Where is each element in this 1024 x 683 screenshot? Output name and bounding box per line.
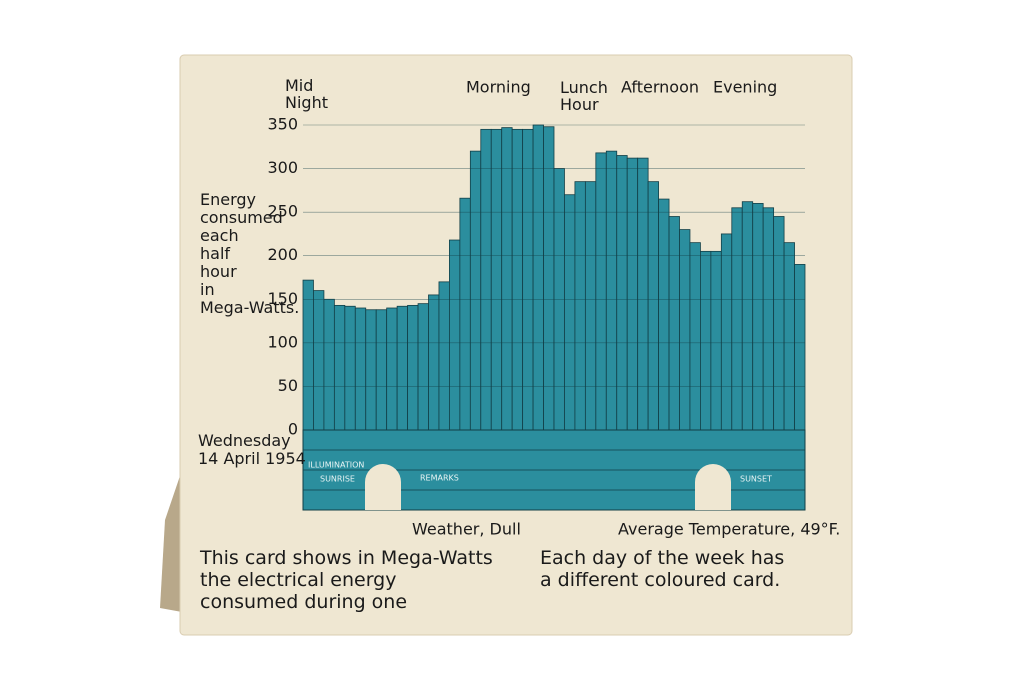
- bar: [794, 264, 806, 431]
- y-axis-label: Energy consumed each half hour in Mega-Watts.: [200, 190, 299, 317]
- bar: [365, 309, 377, 431]
- bar: [396, 305, 408, 431]
- annotation: Mid Night: [285, 76, 328, 112]
- annotation: Lunch Hour: [560, 78, 608, 114]
- strip-label: ILLUMINATION: [308, 461, 364, 470]
- y-tick-label: 300: [267, 158, 298, 177]
- bar: [438, 281, 450, 431]
- temperature: Average Temperature, 49°F.: [618, 520, 840, 539]
- bar: [773, 216, 785, 431]
- bar: [700, 250, 712, 431]
- y-tick-label: 150: [267, 289, 298, 308]
- bar: [449, 239, 461, 431]
- bar: [752, 203, 764, 431]
- y-tick-label: 0: [288, 420, 298, 439]
- strip-label: SUNSET: [740, 475, 772, 484]
- bar: [386, 307, 398, 431]
- bar: [333, 304, 346, 431]
- bar: [469, 150, 482, 431]
- bar: [522, 128, 534, 431]
- bar: [417, 303, 429, 431]
- y-tick-label: 200: [267, 245, 298, 264]
- bar: [584, 181, 597, 431]
- bar: [501, 127, 513, 431]
- bar: [731, 207, 743, 431]
- bar: [302, 279, 314, 431]
- bar: [354, 307, 367, 431]
- y-tick-label: 100: [267, 332, 298, 351]
- y-label: Energy consumed each half hour in Mega-Watts.: [200, 190, 299, 317]
- annotation: Morning: [466, 78, 531, 97]
- bar: [428, 294, 440, 431]
- bar: [637, 157, 649, 431]
- y-tick-label: 250: [267, 202, 298, 221]
- strip-label: REMARKS: [420, 474, 459, 483]
- weather: Weather, Dull: [412, 520, 521, 539]
- bar: [647, 181, 659, 431]
- bar: [574, 181, 586, 431]
- bar: [543, 126, 555, 431]
- bar: [710, 250, 722, 431]
- bar: [511, 128, 524, 431]
- bar: [658, 198, 670, 431]
- caption-right: Each day of the week has a different colo…: [540, 547, 784, 591]
- bar: [323, 298, 335, 431]
- bar: [689, 242, 701, 431]
- bar: [762, 207, 775, 431]
- bar: [595, 152, 607, 431]
- caption-left: This card shows in Mega-Watts the electri…: [199, 547, 493, 613]
- bar: [532, 124, 544, 431]
- bar: [490, 128, 503, 431]
- card-fold: [160, 470, 182, 612]
- y-tick-label: 350: [267, 115, 298, 134]
- bar: [616, 155, 628, 431]
- bar: [741, 201, 754, 431]
- annotation: Evening: [713, 78, 777, 97]
- date: Wednesday 14 April 1954: [198, 431, 306, 468]
- bar: [407, 304, 419, 431]
- notch: [695, 464, 731, 510]
- bar: [564, 194, 576, 431]
- bar: [375, 309, 388, 431]
- bar: [626, 157, 639, 431]
- annotation: Afternoon: [621, 78, 699, 97]
- bar: [313, 290, 325, 431]
- notch: [365, 464, 401, 510]
- bar: [679, 229, 691, 431]
- bar: [605, 150, 618, 431]
- bar: [480, 128, 492, 431]
- strip-label: SUNRISE: [320, 475, 355, 484]
- bar: [459, 197, 471, 431]
- y-tick-label: 50: [278, 376, 298, 395]
- bar: [783, 242, 795, 431]
- bar: [668, 216, 680, 431]
- bar: [344, 305, 356, 431]
- bar: [720, 233, 733, 431]
